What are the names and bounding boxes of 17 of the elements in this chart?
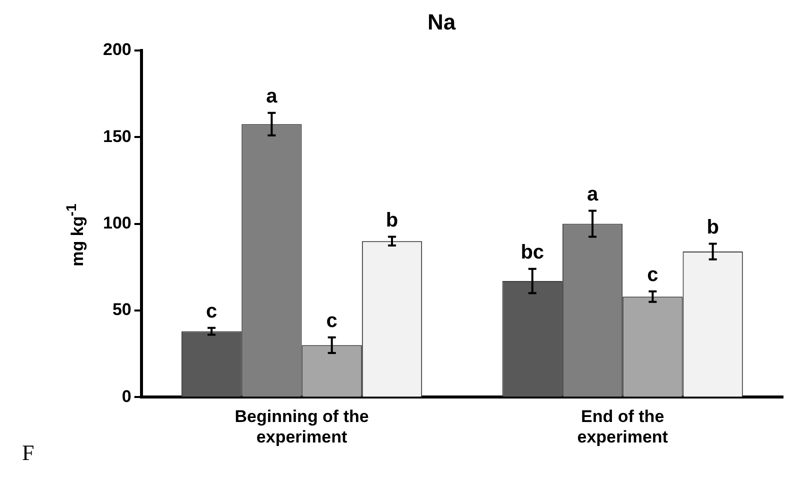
- data-label: c: [647, 264, 658, 286]
- y-tick-label: 0: [122, 386, 132, 406]
- data-label: a: [266, 85, 278, 108]
- data-label: c: [206, 300, 218, 322]
- x-tick-label: End of the experiment: [577, 407, 668, 446]
- text: F: [22, 440, 34, 466]
- data-label: b: [386, 209, 398, 232]
- y-tick-label: 200: [102, 40, 132, 60]
- x-tick-label: Beginning of the experiment: [234, 407, 369, 446]
- data-label: bc: [520, 241, 544, 264]
- y-tick-label: 150: [102, 126, 132, 146]
- y-tick-label: 100: [102, 213, 132, 232]
- data-label: b: [706, 216, 719, 238]
- y-tick-label: 50: [112, 300, 132, 320]
- chart-title: Na: [427, 9, 456, 34]
- data-label: a: [586, 183, 599, 206]
- data-label: c: [326, 310, 338, 332]
